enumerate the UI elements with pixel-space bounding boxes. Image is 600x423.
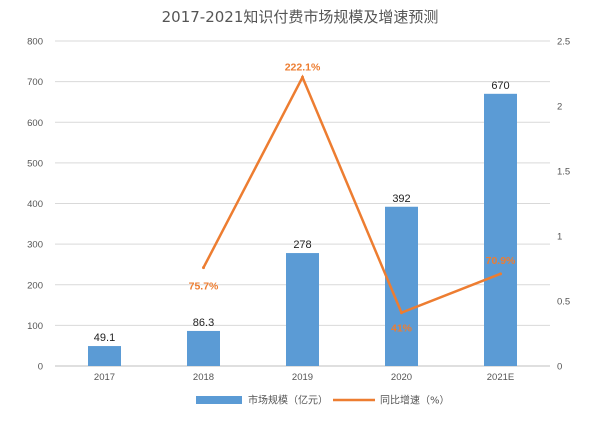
y2-tick-label: 2 xyxy=(557,102,562,113)
line-point xyxy=(202,266,205,270)
y2-tick-label: 2.5 xyxy=(557,37,570,48)
y-tick-label: 300 xyxy=(27,240,43,251)
y-tick-label: 400 xyxy=(27,199,43,210)
line-value-label: 75.7% xyxy=(189,281,219,293)
y2-tick-label: 0 xyxy=(557,362,562,373)
bar-value-label: 49.1 xyxy=(94,332,115,344)
legend-bar-swatch xyxy=(196,396,242,404)
y-tick-label: 600 xyxy=(27,118,43,129)
line-point xyxy=(499,272,502,276)
bar xyxy=(187,330,220,366)
legend-line-label: 同比增速（%） xyxy=(380,394,450,407)
line-point xyxy=(400,311,403,315)
y2-tick-label: 1.5 xyxy=(557,167,570,178)
y-tick-label: 700 xyxy=(27,77,43,88)
y2-tick-label: 0.5 xyxy=(557,297,570,308)
y-tick-label: 800 xyxy=(27,37,43,48)
growth-line xyxy=(202,74,501,315)
bar xyxy=(88,346,121,366)
legend-bar-label: 市场规模（亿元） xyxy=(248,394,328,407)
y2-tick-label: 1 xyxy=(557,232,562,243)
x-tick-label: 2019 xyxy=(292,372,313,383)
line-value-label: 70.9% xyxy=(486,255,516,267)
y-tick-label: 0 xyxy=(38,362,43,373)
x-tick-label: 2018 xyxy=(193,372,214,383)
bar xyxy=(286,253,319,366)
x-tick-label: 2021E xyxy=(487,372,514,383)
bar-value-label: 670 xyxy=(491,80,509,92)
y-tick-label: 500 xyxy=(27,158,43,169)
bar xyxy=(484,93,517,366)
y-tick-label: 200 xyxy=(27,280,43,291)
line-value-label: 222.1% xyxy=(285,61,321,73)
bar-value-label: 392 xyxy=(392,193,410,205)
bar-value-label: 278 xyxy=(293,239,311,251)
chart-title: 2017-2021知识付费市场规模及增速预测 xyxy=(161,8,439,26)
line-value-label: 41% xyxy=(391,323,413,335)
y-tick-label: 100 xyxy=(27,321,43,332)
bar-value-label: 86.3 xyxy=(193,317,214,329)
line-point xyxy=(301,75,304,79)
x-tick-label: 2020 xyxy=(391,372,412,383)
x-tick-label: 2017 xyxy=(94,372,115,383)
